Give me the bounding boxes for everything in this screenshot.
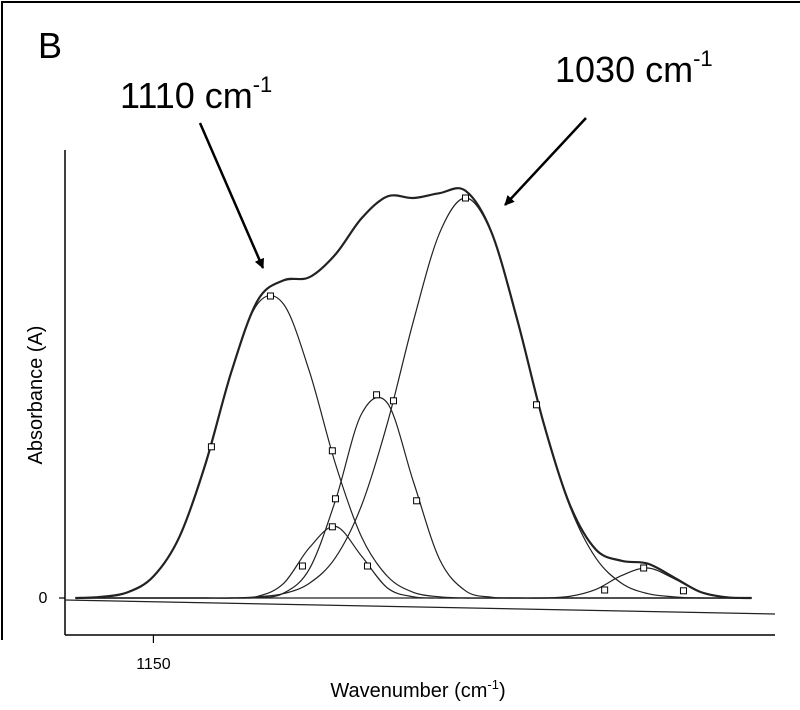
- fit-marker: [389, 397, 397, 405]
- fit-marker: [328, 523, 336, 531]
- frame: [1, 1, 800, 640]
- fit-marker: [207, 443, 215, 451]
- annotation-text: 1110 cm: [120, 75, 253, 116]
- annotation: 1110 cm-1: [120, 72, 272, 116]
- fit-marker: [328, 447, 336, 455]
- fit-marker: [640, 564, 648, 572]
- x-tick-label: 1150: [136, 656, 171, 673]
- fit-marker: [363, 562, 371, 570]
- fit-marker: [266, 292, 274, 300]
- x-axis-label-text: Wavenumber (cm: [330, 680, 487, 702]
- fit-marker: [533, 401, 541, 409]
- x-axis-label-text: ): [499, 680, 506, 702]
- x-axis-label: Wavenumber (cm-1): [330, 677, 505, 702]
- fit-marker: [601, 586, 609, 594]
- annotation-sup: -1: [253, 72, 273, 97]
- line: [75, 567, 752, 599]
- baseline: [64, 599, 776, 615]
- panel-label: B: [38, 25, 62, 66]
- y-axis-label: Absorbance (A): [25, 326, 47, 465]
- fit-marker: [331, 495, 339, 503]
- annotation-sup: -1: [693, 46, 713, 71]
- fit-marker: [679, 587, 687, 595]
- fit-marker: [462, 194, 470, 202]
- fit-marker: [373, 391, 381, 399]
- annotation: 1030 cm-1: [555, 46, 713, 90]
- plot-area: 1150 0: [39, 187, 776, 673]
- fit-marker: [298, 562, 306, 570]
- arrow: [504, 117, 587, 206]
- arrow: [198, 122, 265, 269]
- annotation-text: 1030 cm: [555, 49, 693, 90]
- y-tick-label: 0: [39, 590, 48, 607]
- x-axis-label-sup: -1: [487, 677, 499, 692]
- fit-marker: [413, 497, 421, 505]
